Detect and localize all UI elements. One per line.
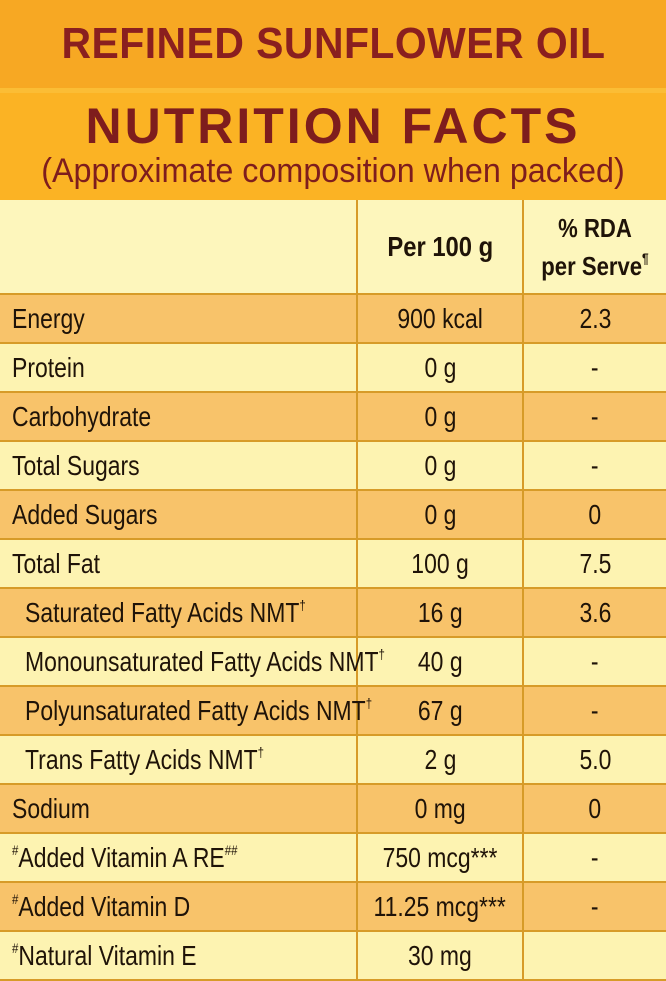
nutrient-name: Sodium <box>0 784 358 834</box>
table-row: Protein 0 g- <box>0 343 666 393</box>
nutrient-value: 0 g <box>357 490 524 540</box>
nutrient-column-header <box>0 200 358 295</box>
nutrient-value: 0 mg <box>357 784 524 834</box>
table-row: #Added Vitamin A RE## 750 mcg*** - <box>0 833 666 883</box>
nutrient-rda: 0 <box>523 490 666 540</box>
nutrient-name: #Natural Vitamin E <box>0 931 358 981</box>
nutrient-rda: - <box>523 392 666 442</box>
nutrient-value: 0 g <box>357 343 524 393</box>
nutrient-rda: - <box>523 441 666 491</box>
nutrient-name: Monounsaturated Fatty Acids NMT† <box>0 637 385 687</box>
nutrient-value: 900 kcal <box>357 294 524 344</box>
nutrient-prefix-mark: # <box>12 841 19 858</box>
nutrient-rda: 3.6 <box>523 588 666 638</box>
table-row: #Natural Vitamin E 30 mg <box>0 931 666 981</box>
nutrient-rda: 2.3 <box>523 294 666 344</box>
table-row: Total Fat 100 g 7.5 <box>0 539 666 589</box>
nutrition-facts-title: NUTRITION FACTS <box>85 98 581 154</box>
nutrient-prefix-mark: # <box>12 890 19 907</box>
table-row: Saturated Fatty Acids NMT† 16 g 3.6 <box>0 588 666 638</box>
table-header-row: Per 100 g % RDA per Serve¶ <box>0 200 666 295</box>
nutrient-prefix-mark: # <box>12 939 19 956</box>
table-row: Energy 900 kcal 2.3 <box>0 294 666 344</box>
product-title: REFINED SUNFLOWER OIL <box>61 19 605 68</box>
nutrient-value: 40 g <box>357 637 524 687</box>
product-banner: REFINED SUNFLOWER OIL <box>0 0 666 93</box>
nutrient-name: Polyunsaturated Fatty Acids NMT† <box>0 686 372 736</box>
nutrient-name: Energy <box>0 294 358 344</box>
nutrient-footnote-mark: † <box>299 596 306 613</box>
nutrient-value: 0 g <box>357 392 524 442</box>
nutrient-name: Trans Fatty Acids NMT† <box>0 735 358 785</box>
nutrient-value: 100 g <box>357 539 524 589</box>
nutrient-name: Total Sugars <box>0 441 358 491</box>
nutrient-name: Carbohydrate <box>0 392 358 442</box>
nutrient-rda: - <box>523 882 666 932</box>
nutrient-rda: - <box>523 833 666 883</box>
per-100g-column-header: Per 100 g <box>357 200 524 295</box>
nutrient-name: Saturated Fatty Acids NMT† <box>0 588 358 638</box>
nutrient-rda: - <box>523 343 666 393</box>
table-row: Trans Fatty Acids NMT† 2 g 5.0 <box>0 735 666 785</box>
rda-column-header: % RDA per Serve¶ <box>523 200 666 295</box>
table-row: #Added Vitamin D 11.25 mcg*** - <box>0 882 666 932</box>
nutrient-value: 750 mcg*** <box>357 833 524 883</box>
nutrient-value: 16 g <box>357 588 524 638</box>
table-row: Total Sugars 0 g- <box>0 441 666 491</box>
nutrient-footnote-mark: † <box>257 743 265 760</box>
nutrient-footnote-mark: † <box>365 694 373 711</box>
nutrient-name: #Added Vitamin A RE## <box>0 833 358 883</box>
table-row: Polyunsaturated Fatty Acids NMT† 67 g- <box>0 686 666 736</box>
nutrient-name: Added Sugars <box>0 490 358 540</box>
nutrient-footnote-mark: † <box>378 645 385 662</box>
nutrient-name: Protein <box>0 343 358 393</box>
nutrient-value: 11.25 mcg*** <box>357 882 524 932</box>
nutrient-rda: - <box>523 637 666 687</box>
table-row: Monounsaturated Fatty Acids NMT† 40 g- <box>0 637 666 687</box>
nutrient-value: 67 g <box>357 686 524 736</box>
nutrient-value: 0 g <box>357 441 524 491</box>
nutrient-rda <box>523 931 666 981</box>
nutrition-header: NUTRITION FACTS (Approximate composition… <box>0 93 666 200</box>
nutrient-name: Total Fat <box>0 539 358 589</box>
nutrient-rda: 5.0 <box>523 735 666 785</box>
nutrient-value: 30 mg <box>357 931 524 981</box>
nutrient-rda: 0 <box>523 784 666 834</box>
nutrient-value: 2 g <box>357 735 524 785</box>
nutrient-rda: - <box>523 686 666 736</box>
table-row: Sodium 0 mg 0 <box>0 784 666 834</box>
nutrition-table: Per 100 g % RDA per Serve¶ Energy 900 kcal… <box>0 200 666 981</box>
nutrient-rda: 7.5 <box>523 539 666 589</box>
nutrition-facts-subtitle: (Approximate composition when packed) <box>41 152 625 190</box>
nutrient-footnote-mark: ## <box>224 841 238 858</box>
table-row: Carbohydrate 0 g- <box>0 392 666 442</box>
nutrient-name: #Added Vitamin D <box>0 882 358 932</box>
